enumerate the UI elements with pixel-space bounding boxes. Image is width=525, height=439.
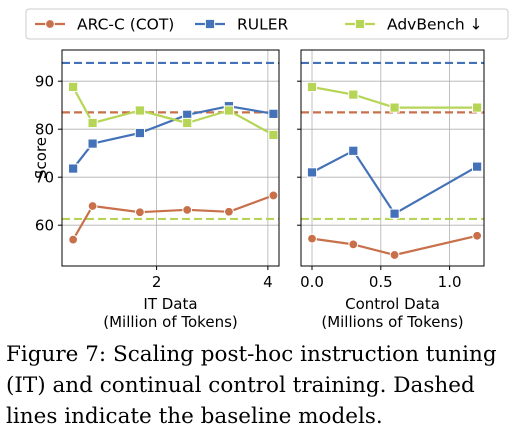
data-point-arc-c-cot-0 bbox=[68, 234, 79, 245]
y-tick-label-2: 80 bbox=[35, 121, 54, 139]
caption-line-2: (IT) and continual control training. Das… bbox=[6, 373, 475, 398]
y-tick-label-1: 70 bbox=[35, 169, 54, 187]
data-point-arc-c-cot-2 bbox=[389, 250, 400, 260]
chart-panel-it-data: 2 4 60 70 80 90 IT Data(Million of Tokens) Scor… bbox=[32, 49, 280, 331]
data-point-advbench-2 bbox=[389, 102, 400, 113]
data-point-arc-c-cot-1 bbox=[87, 201, 98, 211]
data-point-ruler-0 bbox=[68, 163, 79, 174]
x-tick-label-2: 1.0 bbox=[438, 273, 462, 291]
series-line-advbench bbox=[72, 86, 274, 136]
data-point-advbench-0 bbox=[306, 81, 318, 93]
caption-line-1: Figure 7: Scaling post-hoc instruction t… bbox=[6, 342, 497, 367]
legend-marker-advbench bbox=[354, 18, 366, 30]
data-point-advbench-1 bbox=[87, 117, 98, 129]
axes-frame bbox=[61, 49, 280, 267]
legend-label-arc-c-cot: ARC-C (COT) bbox=[77, 16, 174, 34]
legend-entry-ruler: RULER bbox=[195, 16, 289, 34]
x-axis-label: IT Data bbox=[143, 295, 197, 313]
series-ruler bbox=[68, 101, 279, 174]
series-line-advbench bbox=[311, 85, 478, 109]
data-point-arc-c-cot-4 bbox=[224, 206, 234, 217]
y-tick-label-3: 90 bbox=[35, 73, 54, 91]
series-ruler bbox=[306, 145, 483, 219]
data-point-arc-c-cot-2 bbox=[134, 207, 145, 218]
gridlines bbox=[301, 50, 484, 266]
x-axis-label: Control Data bbox=[345, 295, 440, 313]
data-point-ruler-1 bbox=[87, 138, 98, 149]
caption-line-3: lines indicate the baseline models. bbox=[6, 404, 383, 429]
data-point-advbench-1 bbox=[348, 89, 359, 100]
legend-entry-advbench: AdvBench ↓ bbox=[345, 16, 483, 34]
x-tick-label-1: 4 bbox=[263, 273, 273, 291]
data-point-ruler-5 bbox=[268, 108, 279, 119]
data-point-ruler-2 bbox=[389, 208, 400, 219]
series-advbench bbox=[306, 81, 483, 113]
data-point-arc-c-cot-3 bbox=[472, 230, 483, 241]
data-point-advbench-0 bbox=[68, 81, 79, 93]
series-line-ruler bbox=[311, 149, 478, 215]
axes-frame bbox=[300, 49, 485, 267]
chart-panel-control-data: 0.0 0.5 1.0 Control Data(Millions of Tokens… bbox=[297, 49, 485, 331]
data-point-advbench-3 bbox=[182, 117, 193, 129]
data-point-advbench-2 bbox=[134, 105, 145, 116]
x-tick-label-0: 0.0 bbox=[300, 273, 324, 291]
x-tick-label-0: 2 bbox=[152, 273, 162, 291]
legend-marker-arc-c-cot bbox=[45, 19, 55, 29]
series-line-arc-c-cot bbox=[72, 194, 274, 241]
data-point-ruler-1 bbox=[348, 145, 359, 156]
gridlines bbox=[62, 50, 279, 266]
data-point-arc-c-cot-0 bbox=[307, 233, 317, 244]
data-point-advbench-3 bbox=[472, 102, 483, 113]
legend-entry-arc-c-cot: ARC-C (COT) bbox=[35, 16, 174, 34]
y-axis-label: Score bbox=[32, 137, 50, 179]
legend-marker-ruler bbox=[204, 18, 216, 30]
x-tick-label-1: 0.5 bbox=[369, 273, 393, 291]
legend-label-advbench: AdvBench ↓ bbox=[387, 16, 483, 34]
legend: ARC-C (COT) RULER AdvBench ↓ bbox=[25, 8, 509, 40]
x-axis-sublabel: (Millions of Tokens) bbox=[321, 313, 463, 331]
data-point-advbench-4 bbox=[223, 105, 235, 116]
data-point-ruler-2 bbox=[134, 127, 145, 139]
series-arc-c-cot bbox=[307, 230, 483, 260]
legend-label-ruler: RULER bbox=[237, 16, 289, 34]
series-line-arc-c-cot bbox=[311, 234, 478, 257]
data-point-arc-c-cot-3 bbox=[182, 204, 193, 215]
data-point-ruler-3 bbox=[472, 161, 483, 172]
data-point-advbench-5 bbox=[268, 129, 279, 141]
figure-caption: Figure 7: Scaling post-hoc instruction t… bbox=[6, 339, 522, 432]
series-advbench bbox=[68, 81, 279, 141]
data-point-arc-c-cot-1 bbox=[348, 239, 359, 250]
legend-frame bbox=[25, 8, 509, 40]
data-point-ruler-0 bbox=[306, 167, 318, 178]
x-axis-sublabel: (Million of Tokens) bbox=[103, 313, 238, 331]
series-line-ruler bbox=[72, 105, 274, 170]
y-tick-label-0: 60 bbox=[35, 217, 54, 235]
data-point-arc-c-cot-5 bbox=[268, 190, 279, 201]
series-arc-c-cot bbox=[68, 190, 279, 245]
